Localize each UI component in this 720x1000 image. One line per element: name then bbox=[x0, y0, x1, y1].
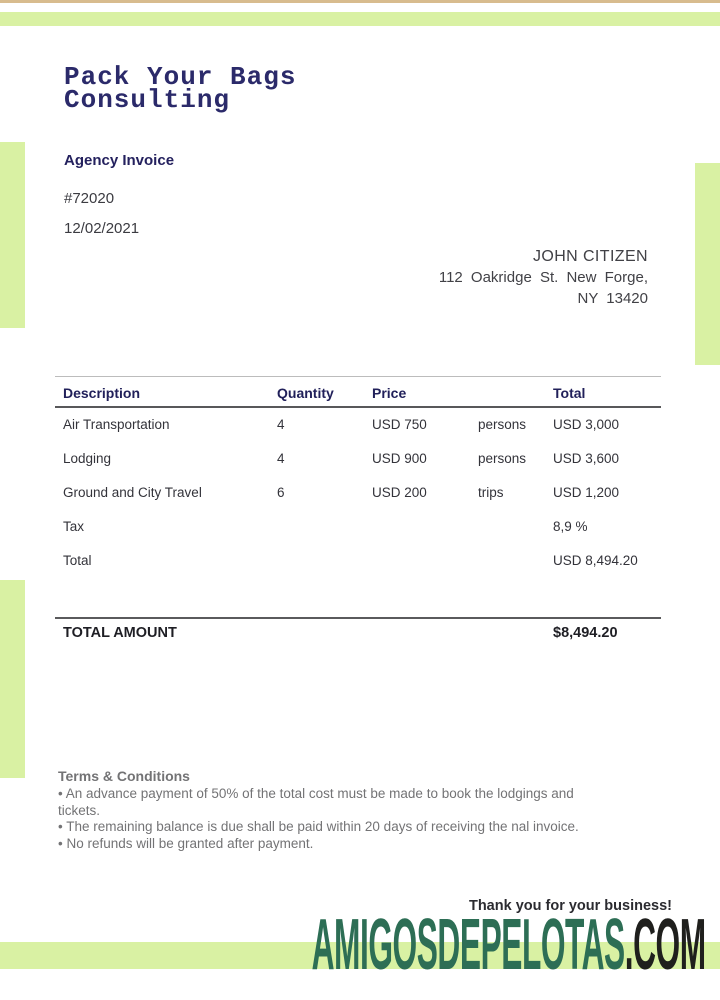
company-name: Pack Your Bags Consulting bbox=[64, 64, 296, 115]
table-header-row: Description Quantity Price Total bbox=[55, 377, 661, 408]
watermark-name: AMIGOSDEPELOTAS bbox=[311, 905, 626, 985]
terms-heading: Terms & Conditions bbox=[58, 768, 190, 784]
cell-description: Lodging bbox=[63, 451, 112, 466]
thank-you-message: Thank you for your business! bbox=[468, 898, 672, 914]
terms-and-conditions: Terms & Conditions • An advance payment … bbox=[58, 768, 598, 852]
terms-bullet: • An advance payment of 50% of the total… bbox=[58, 786, 574, 818]
left-green-bar-lower bbox=[0, 580, 25, 778]
header-price: Price bbox=[372, 385, 407, 401]
cell-price: USD 750 bbox=[372, 417, 427, 432]
cell-subtotal-value: USD 8,494.20 bbox=[553, 553, 638, 568]
cell-price: USD 200 bbox=[372, 485, 427, 500]
cell-quantity: 4 bbox=[277, 451, 285, 466]
grand-total-value: $8,494.20 bbox=[553, 625, 618, 641]
customer-address-line1: 112 Oakridge St. New Forge, bbox=[438, 269, 648, 286]
cell-quantity: 4 bbox=[277, 417, 285, 432]
site-watermark: AMIGOSDEPELOTAS.COM bbox=[312, 909, 707, 981]
cell-unit: trips bbox=[478, 485, 504, 500]
cell-unit: persons bbox=[478, 417, 527, 432]
invoice-number: #72020 bbox=[64, 190, 115, 207]
cell-description: Air Transportation bbox=[63, 417, 170, 432]
customer-address-line2: NY 13420 bbox=[577, 290, 648, 307]
terms-bullet: • The remaining balance is due shall be … bbox=[58, 819, 579, 834]
table-row: Air Transportation 4 USD 750 persons USD… bbox=[55, 408, 661, 442]
company-name-line2: Consulting bbox=[64, 85, 231, 115]
grand-total-divider bbox=[55, 617, 661, 619]
header-unit-spacer bbox=[478, 385, 553, 406]
top-accent-border bbox=[0, 0, 720, 3]
cell-total: USD 3,000 bbox=[553, 417, 620, 432]
cell-unit bbox=[478, 519, 553, 544]
document-type-label: Agency Invoice bbox=[64, 152, 175, 169]
bottom-green-band bbox=[0, 942, 720, 969]
cell-quantity: 6 bbox=[277, 485, 285, 500]
cell-price bbox=[372, 553, 478, 578]
table-row: Ground and City Travel 6 USD 200 trips U… bbox=[55, 476, 661, 510]
cell-description: Tax bbox=[63, 519, 85, 534]
cell-description: Ground and City Travel bbox=[63, 485, 202, 500]
cell-price bbox=[372, 519, 478, 544]
company-name-line1: Pack Your Bags bbox=[64, 62, 297, 92]
cell-description: Total bbox=[63, 553, 92, 568]
header-quantity: Quantity bbox=[277, 385, 334, 401]
cell-quantity bbox=[277, 553, 372, 578]
cell-tax-rate: 8,9 % bbox=[553, 519, 588, 534]
invoice-date: 12/02/2021 bbox=[64, 220, 140, 237]
cell-quantity bbox=[277, 519, 372, 544]
table-row-tax: Tax 8,9 % bbox=[55, 510, 661, 544]
cell-unit: persons bbox=[478, 451, 527, 466]
terms-bullet: • No refunds will be granted after payme… bbox=[58, 835, 314, 851]
cell-total: USD 1,200 bbox=[553, 485, 620, 500]
right-green-bar bbox=[695, 163, 720, 365]
left-green-bar-upper bbox=[0, 142, 25, 328]
invoice-items-table: Description Quantity Price Total Air Tra… bbox=[55, 376, 661, 641]
cell-unit bbox=[478, 553, 553, 578]
grand-total-label: TOTAL AMOUNT bbox=[63, 625, 177, 641]
watermark-tld: .COM bbox=[625, 905, 706, 985]
header-description: Description bbox=[63, 385, 141, 401]
table-row-subtotal: Total USD 8,494.20 bbox=[55, 544, 661, 578]
customer-name: JOHN CITIZEN bbox=[532, 248, 648, 265]
cell-total: USD 3,600 bbox=[553, 451, 620, 466]
top-green-band bbox=[0, 12, 720, 26]
header-total: Total bbox=[553, 385, 586, 401]
grand-total-row: TOTAL AMOUNT $8,494.20 bbox=[55, 619, 661, 641]
cell-price: USD 900 bbox=[372, 451, 427, 466]
table-row: Lodging 4 USD 900 persons USD 3,600 bbox=[55, 442, 661, 476]
customer-address-block: JOHN CITIZEN 112 Oakridge St. New Forge,… bbox=[439, 246, 648, 309]
